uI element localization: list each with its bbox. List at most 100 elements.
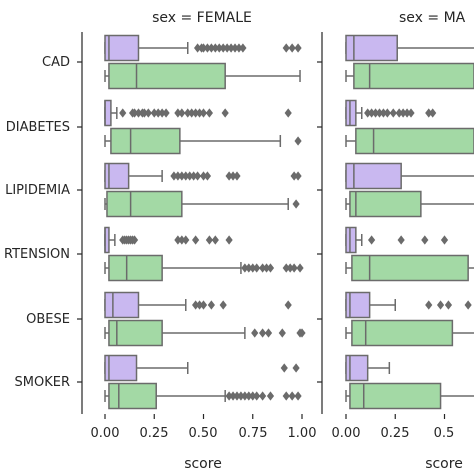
outlier-point [407,108,415,118]
box-green [108,319,163,347]
outlier-point [178,171,186,181]
box-green [108,254,163,282]
outlier-point [182,235,190,245]
outlier-point [239,43,247,53]
outlier-point [119,108,127,118]
box-green [353,62,474,90]
category-label-diabetes: DIABETES [6,120,70,135]
box-purple [104,354,138,382]
outlier-point [282,43,290,53]
box-purple [104,99,112,127]
box-purple [104,291,140,319]
outlier-point [229,391,237,401]
outlier-point [134,108,143,118]
box-purple [345,162,402,190]
outlier-point [294,171,302,181]
x-axis-label-right: score [425,456,463,472]
category-label-lipidemia: LIPIDEMIA [5,183,70,198]
outlier-point [262,263,271,273]
outlier-point [225,391,233,401]
outlier-point [290,171,298,181]
outlier-point [174,108,182,118]
outlier-point [421,235,429,245]
outlier-point [193,43,202,53]
outlier-point [389,108,397,118]
outlier-point [444,300,453,310]
outlier-point [288,391,296,401]
box-purple [345,99,357,127]
outlier-point [249,391,257,401]
outlier-point [266,263,275,273]
outlier-point [150,108,158,118]
outlier-point [231,43,239,53]
outlier-point [162,108,170,118]
outlier-point [178,108,186,118]
outlier-point [464,300,472,310]
outlier-point [199,300,208,310]
outlier-point [207,43,215,53]
outlier-point [280,363,288,373]
outlier-point [278,328,286,338]
xtick-label-4: 1.00 [288,426,317,441]
outlier-point [211,43,219,53]
outlier-point [286,263,294,273]
outlier-point [249,263,257,273]
outlier-point [233,391,241,401]
outlier-point [178,235,186,245]
outlier-point [292,363,300,373]
outlier-point [251,328,259,338]
category-label-obese: OBESE [26,312,70,327]
outlier-point [182,171,190,181]
outlier-point [368,108,376,118]
xtick-label-right-2: 0.5 [434,426,455,441]
outlier-point [259,263,267,273]
panel-title-female: sex = FEMALE [152,10,252,26]
panel-title-male: sex = MA [399,10,466,26]
outlier-point [192,235,200,245]
outlier-point [259,391,267,401]
outlier-point [253,263,261,273]
outlier-point [195,300,204,310]
box-green [110,127,181,155]
outlier-point [188,108,196,118]
outlier-point [192,108,200,118]
outlier-point [298,328,306,338]
category-label-hypertension: RTENSION [4,247,70,262]
outlier-point [199,108,208,118]
outlier-point [429,108,437,118]
outlier-point [193,171,202,181]
outlier-point [215,43,223,53]
outlier-point [130,235,139,245]
outlier-point [199,171,208,181]
box-purple [104,162,130,190]
outlier-point [282,391,290,401]
outlier-point [379,108,388,118]
outlier-point [383,108,391,118]
outlier-point [184,108,192,118]
category-label-smoker: SMOKER [15,375,70,390]
outlier-point [436,300,445,310]
outlier-point [190,171,198,181]
outlier-point [237,391,245,401]
outlier-point [397,235,405,245]
outlier-point [195,108,204,118]
outlier-point [368,235,376,245]
xtick-label-3: 0.75 [239,426,268,441]
box-purple [345,354,369,382]
outlier-point [174,235,182,245]
outlier-point [203,43,212,53]
outlier-point [241,263,249,273]
outlier-point [227,43,235,53]
outlier-point [259,328,267,338]
xtick-label-1: 0.25 [140,426,169,441]
outlier-point [290,263,298,273]
box-green [349,382,442,410]
outlier-point [207,300,215,310]
outlier-point [233,171,241,181]
outlier-point [284,108,292,118]
outlier-point [294,391,302,401]
outlier-point [245,391,253,401]
box-green [108,62,226,90]
outlier-point [288,43,296,53]
